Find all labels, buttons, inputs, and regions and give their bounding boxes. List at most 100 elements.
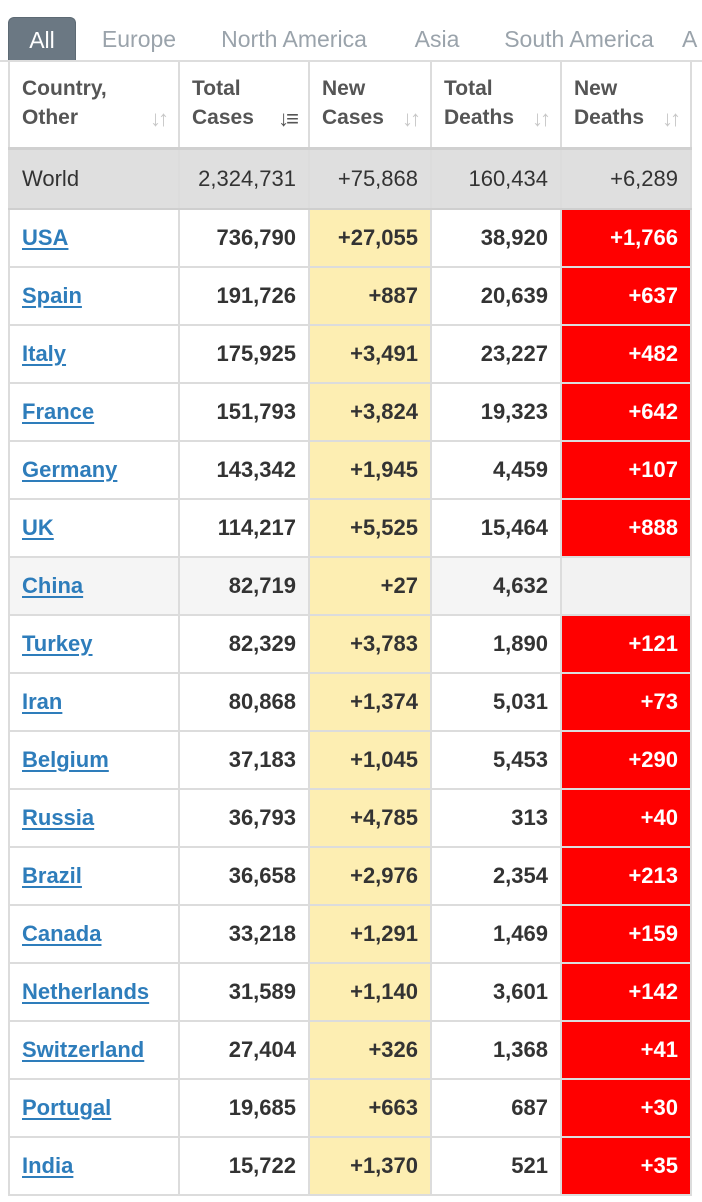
sort-icon[interactable]: ↓↑ (402, 106, 421, 131)
country-link[interactable]: Switzerland (22, 1037, 145, 1062)
total-cases-cell: 31,589 (180, 964, 310, 1020)
new-deaths-cell: +41 (562, 1022, 692, 1078)
total-cases-cell: 15,722 (180, 1138, 310, 1194)
country-link[interactable]: Brazil (22, 863, 82, 888)
new-cases-cell: +4,785 (310, 790, 432, 846)
total-deaths-cell: 521 (432, 1138, 562, 1194)
total-cases-cell: 114,217 (180, 500, 310, 556)
total-cases-cell: 191,726 (180, 268, 310, 324)
total-deaths-cell: 20,639 (432, 268, 562, 324)
total-deaths-cell: 1,890 (432, 616, 562, 672)
header-label-line2: Other (22, 106, 79, 129)
table-row: Netherlands 31,589 +1,140 3,601 +142 (8, 964, 692, 1022)
world-label: World (8, 150, 180, 208)
country-link[interactable]: Russia (22, 805, 95, 830)
new-cases-cell: +3,491 (310, 326, 432, 382)
tab-asia[interactable]: Asia (414, 26, 460, 52)
total-deaths-cell: 19,323 (432, 384, 562, 440)
country-rows: USA 736,790 +27,055 38,920 +1,766 Spain … (8, 210, 692, 1196)
header-label-line1: Country, (22, 77, 107, 100)
header-label-line2: Deaths (444, 106, 515, 129)
country-cell: India (8, 1138, 180, 1194)
table-row: USA 736,790 +27,055 38,920 +1,766 (8, 210, 692, 268)
header-label-line2: Cases (192, 106, 254, 129)
header-new-cases[interactable]: New Cases ↓↑ (310, 62, 432, 147)
world-new-cases: +75,868 (310, 150, 432, 208)
header-total-deaths[interactable]: Total Deaths ↓↑ (432, 62, 562, 147)
header-new-deaths[interactable]: New Deaths ↓↑ (562, 62, 692, 147)
total-deaths-cell: 2,354 (432, 848, 562, 904)
country-link[interactable]: France (22, 399, 95, 424)
table-row: UK 114,217 +5,525 15,464 +888 (8, 500, 692, 558)
country-link[interactable]: Portugal (22, 1095, 112, 1120)
new-cases-cell: +27,055 (310, 210, 432, 266)
country-cell: Italy (8, 326, 180, 382)
country-cell: UK (8, 500, 180, 556)
sort-icon[interactable]: ↓↑ (532, 106, 551, 131)
total-cases-cell: 33,218 (180, 906, 310, 962)
new-cases-cell: +663 (310, 1080, 432, 1136)
table-row: Turkey 82,329 +3,783 1,890 +121 (8, 616, 692, 674)
table-row: Spain 191,726 +887 20,639 +637 (8, 268, 692, 326)
cases-table: Country, Other ↓↑ Total Cases ↓≡ New Cas… (8, 62, 692, 1196)
total-cases-cell: 143,342 (180, 442, 310, 498)
total-cases-cell: 19,685 (180, 1080, 310, 1136)
tab-south-america[interactable]: South America (504, 26, 654, 52)
country-link[interactable]: USA (22, 225, 69, 250)
table-row: Portugal 19,685 +663 687 +30 (8, 1080, 692, 1138)
country-link[interactable]: Turkey (22, 631, 93, 656)
country-cell: France (8, 384, 180, 440)
country-link[interactable]: Netherlands (22, 979, 150, 1004)
new-deaths-cell: +1,766 (562, 210, 692, 266)
country-link[interactable]: China (22, 573, 84, 598)
table-row: China 82,719 +27 4,632 (8, 558, 692, 616)
new-deaths-cell: +30 (562, 1080, 692, 1136)
table-row: Brazil 36,658 +2,976 2,354 +213 (8, 848, 692, 906)
header-label-line1: Total (444, 77, 493, 100)
country-link[interactable]: Germany (22, 457, 118, 482)
header-total-cases[interactable]: Total Cases ↓≡ (180, 62, 310, 147)
country-link[interactable]: Iran (22, 689, 63, 714)
total-cases-cell: 82,329 (180, 616, 310, 672)
new-cases-cell: +1,370 (310, 1138, 432, 1194)
country-link[interactable]: UK (22, 515, 54, 540)
table-row: Belgium 37,183 +1,045 5,453 +290 (8, 732, 692, 790)
total-cases-cell: 36,793 (180, 790, 310, 846)
new-deaths-cell: +121 (562, 616, 692, 672)
new-cases-cell: +326 (310, 1022, 432, 1078)
new-deaths-cell: +213 (562, 848, 692, 904)
tab-all[interactable]: All (8, 17, 76, 60)
sort-descending-icon[interactable]: ↓≡ (278, 106, 299, 131)
sort-icon[interactable]: ↓↑ (150, 106, 169, 131)
new-deaths-cell: +159 (562, 906, 692, 962)
tab-north-america[interactable]: North America (221, 26, 367, 52)
world-total-row: World 2,324,731 +75,868 160,434 +6,289 (8, 150, 692, 210)
country-link[interactable]: India (22, 1153, 74, 1178)
table-row: Iran 80,868 +1,374 5,031 +73 (8, 674, 692, 732)
total-deaths-cell: 1,368 (432, 1022, 562, 1078)
header-country[interactable]: Country, Other ↓↑ (8, 62, 180, 147)
new-deaths-cell: +142 (562, 964, 692, 1020)
region-tabs: All Europe North America Asia South Amer… (0, 0, 702, 62)
header-label-line2: Deaths (574, 106, 645, 129)
country-cell: Canada (8, 906, 180, 962)
country-link[interactable]: Spain (22, 283, 82, 308)
tab-europe[interactable]: Europe (101, 26, 177, 52)
new-deaths-cell: +107 (562, 442, 692, 498)
total-deaths-cell: 38,920 (432, 210, 562, 266)
tab-africa-partial[interactable]: A (682, 26, 698, 52)
new-deaths-cell (562, 558, 692, 614)
country-link[interactable]: Italy (22, 341, 67, 366)
table-row: Russia 36,793 +4,785 313 +40 (8, 790, 692, 848)
country-cell: Switzerland (8, 1022, 180, 1078)
country-link[interactable]: Canada (22, 921, 102, 946)
new-deaths-cell: +73 (562, 674, 692, 730)
new-cases-cell: +1,045 (310, 732, 432, 788)
country-link[interactable]: Belgium (22, 747, 109, 772)
country-cell: Netherlands (8, 964, 180, 1020)
total-deaths-cell: 3,601 (432, 964, 562, 1020)
total-deaths-cell: 15,464 (432, 500, 562, 556)
sort-icon[interactable]: ↓↑ (662, 106, 681, 131)
world-total-deaths: 160,434 (432, 150, 562, 208)
